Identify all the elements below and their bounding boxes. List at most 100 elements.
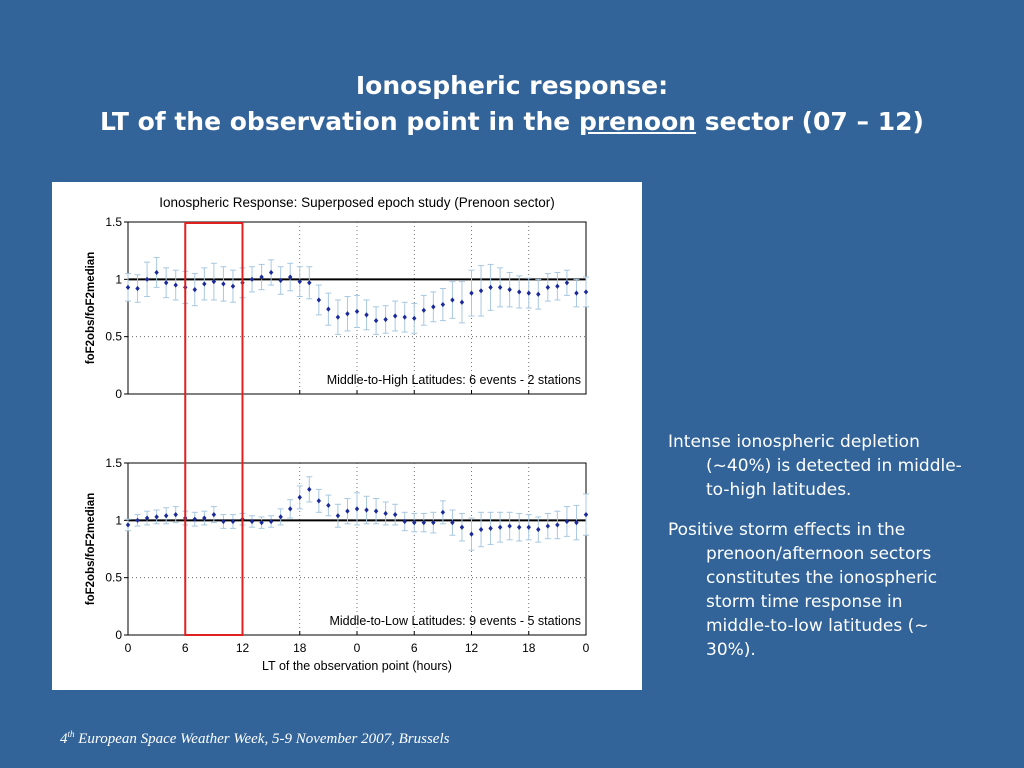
panel2-data-point	[278, 514, 283, 520]
panel2-data-point	[459, 524, 465, 530]
panel2-xtick-label: 0	[354, 641, 361, 655]
panel1-data-point	[335, 314, 341, 320]
panel2-data-point	[230, 518, 236, 525]
footer: 4th European Space Weather Week, 5-9 Nov…	[60, 729, 449, 748]
panel2-xtick-label: 0	[125, 641, 132, 655]
figure-svg: Ionospheric Response: Superposed epoch s…	[85, 195, 590, 673]
panel1-data-point	[459, 299, 465, 305]
panel2-data-point	[335, 513, 341, 519]
title-line-1: Ionospheric response:	[355, 71, 669, 100]
panel2-data-point	[392, 512, 398, 518]
panel1-data-point	[555, 283, 560, 289]
panel2-xtick-label: 12	[465, 641, 479, 655]
panel2-ytick-label: 1.5	[105, 456, 122, 470]
bullet-2: Positive storm effects in the prenoon/af…	[668, 520, 938, 660]
panel2-data-point	[297, 494, 302, 500]
panel2-ytick-label: 1	[115, 513, 122, 527]
panel1-data-point	[412, 315, 417, 321]
panel2-data-point	[507, 523, 512, 529]
panel2-data-point	[211, 512, 217, 518]
footer-sup: th	[67, 729, 75, 739]
panel2-data-point	[555, 522, 560, 528]
panel2-data-point	[564, 518, 570, 525]
panel2-data-point	[469, 531, 474, 537]
panel2-xtick-label: 12	[236, 641, 250, 655]
panel2-data-point	[307, 486, 312, 492]
panel2-data-point	[440, 509, 446, 515]
panel1-data-point	[354, 308, 360, 315]
panel2-xlabel: LT of the observation point (hours)	[262, 659, 452, 673]
panel1-data-point	[173, 282, 178, 288]
panel2-data-point	[478, 526, 484, 533]
panel1-data-point	[392, 313, 398, 319]
panel2-data-point	[144, 515, 150, 521]
panel2-data-point	[354, 506, 360, 512]
bullet-1: Intense ionospheric depletion (~40%) is …	[668, 432, 962, 500]
panel1-ylabel: foF2obs/foF2median	[85, 252, 97, 364]
panel2-data-point	[412, 520, 417, 526]
panel2-data-point	[135, 517, 140, 523]
panel2-ytick-label: 0	[115, 628, 122, 642]
panel1-data-point	[383, 316, 388, 323]
panel2-data-point	[583, 512, 589, 518]
footer-rest: European Space Weather Week, 5-9 Novembe…	[74, 731, 450, 747]
panel2-data-point	[421, 520, 426, 526]
panel1-data-point	[364, 312, 369, 318]
panel2-data-point	[373, 508, 379, 514]
panel1-ytick-label: 0	[115, 387, 122, 401]
panel1-data-point	[326, 306, 331, 312]
panel1-data-point	[316, 297, 322, 303]
bullet-list: Intense ionospheric depletion (~40%) is …	[668, 430, 968, 678]
panel1-data-point	[440, 301, 446, 308]
panel2-annotation: Middle-to-Low Latitudes: 9 events - 5 st…	[329, 614, 581, 628]
panel2-data-point	[497, 524, 503, 530]
footer-num: 4	[60, 731, 68, 747]
panel1-data-point	[135, 285, 140, 292]
prenoon-highlight-box	[184, 222, 244, 636]
panel2-xtick-label: 6	[411, 641, 418, 655]
panel2-data-point	[125, 522, 131, 528]
panel1-data-point	[373, 318, 379, 324]
panel2-data-point	[163, 513, 169, 519]
slide-title: Ionospheric response: LT of the observat…	[0, 68, 1024, 140]
panel1-data-point	[402, 314, 407, 320]
panel2-data-point	[288, 506, 293, 512]
panel2-data-point	[259, 520, 264, 526]
panel1-data-point	[583, 289, 589, 295]
title-line-2-post: sector (07 – 12)	[696, 107, 924, 136]
panel2-data-point	[450, 520, 455, 526]
panel1-data-point	[450, 297, 455, 303]
panel2-plot-frame	[127, 462, 587, 636]
panel2-data-point	[268, 518, 274, 525]
panel1-data-point	[163, 280, 169, 286]
panel2-data-point	[574, 520, 579, 526]
panel2-xtick-label: 18	[522, 641, 536, 655]
panel2-xtick-label: 18	[293, 641, 307, 655]
panel1-data-point	[431, 304, 436, 310]
panel2-xtick-label: 6	[182, 641, 189, 655]
panel1-data-point	[345, 311, 350, 317]
panel2-data-point	[326, 502, 331, 509]
panel2-xtick-label: 0	[583, 641, 590, 655]
panel1-ytick-label: 1.5	[105, 215, 122, 229]
chart-title: Ionospheric Response: Superposed epoch s…	[159, 195, 555, 210]
title-line-2: LT of the observation point in the preno…	[0, 104, 1024, 140]
panel1-ytick-label: 0.5	[105, 330, 122, 344]
panel2-ytick-label: 0.5	[105, 571, 122, 585]
panel2-data-point	[364, 507, 369, 513]
figure-panel: Ionospheric Response: Superposed epoch s…	[52, 182, 642, 690]
panel1-data-point	[526, 290, 531, 296]
panel2-data-point	[402, 518, 407, 525]
panel2-data-point	[154, 514, 159, 520]
panel2-data-point	[488, 525, 493, 531]
panel2-data-point	[526, 524, 531, 530]
panel2-data-point	[173, 512, 178, 518]
panel2-data-point	[316, 498, 322, 504]
panel1-annotation: Middle-to-High Latitudes: 6 events - 2 s…	[327, 373, 581, 387]
panel2-data-point	[345, 508, 350, 514]
panel2-data-point	[249, 518, 255, 525]
panel1-data-point	[268, 269, 274, 276]
panel2-data-point	[431, 520, 436, 526]
panel2-ylabel: foF2obs/foF2median	[85, 493, 97, 605]
panel2-data-point	[383, 510, 388, 517]
